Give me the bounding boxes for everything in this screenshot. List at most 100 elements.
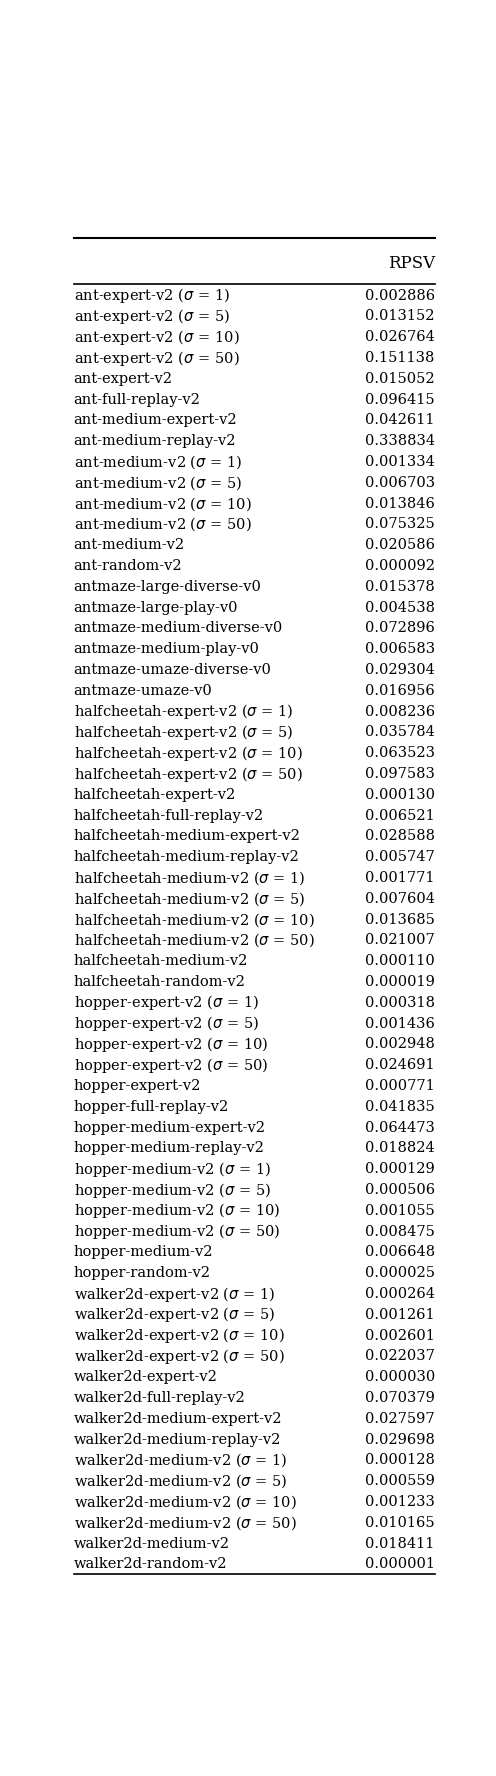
Text: ant-medium-replay-v2: ant-medium-replay-v2 [73,435,236,448]
Text: 0.007604: 0.007604 [365,892,435,906]
Text: 0.008475: 0.008475 [365,1225,435,1238]
Text: walker2d-full-replay-v2: walker2d-full-replay-v2 [73,1391,246,1405]
Text: 0.006703: 0.006703 [365,476,435,490]
Text: ant-medium-v2 ($\sigma$ = 10): ant-medium-v2 ($\sigma$ = 10) [73,496,251,513]
Text: hopper-medium-v2: hopper-medium-v2 [73,1245,213,1259]
Text: 0.000001: 0.000001 [365,1558,435,1572]
Text: ant-expert-v2 ($\sigma$ = 50): ant-expert-v2 ($\sigma$ = 50) [73,348,239,368]
Text: 0.000110: 0.000110 [365,954,435,968]
Text: 0.001055: 0.001055 [365,1204,435,1218]
Text: walker2d-expert-v2 ($\sigma$ = 1): walker2d-expert-v2 ($\sigma$ = 1) [73,1284,275,1304]
Text: halfcheetah-expert-v2: halfcheetah-expert-v2 [73,789,236,801]
Text: 0.002886: 0.002886 [365,289,435,302]
Text: 0.028588: 0.028588 [365,829,435,844]
Text: 0.000506: 0.000506 [365,1183,435,1197]
Text: 0.015378: 0.015378 [365,581,435,593]
Text: halfcheetah-expert-v2 ($\sigma$ = 5): halfcheetah-expert-v2 ($\sigma$ = 5) [73,723,293,742]
Text: 0.026764: 0.026764 [365,330,435,345]
Text: 0.008236: 0.008236 [365,705,435,719]
Text: halfcheetah-random-v2: halfcheetah-random-v2 [73,975,246,989]
Text: antmaze-umaze-v0: antmaze-umaze-v0 [73,684,212,698]
Text: RPSV: RPSV [388,254,435,272]
Text: halfcheetah-medium-v2 ($\sigma$ = 10): halfcheetah-medium-v2 ($\sigma$ = 10) [73,911,314,929]
Text: 0.075325: 0.075325 [365,517,435,531]
Text: ant-medium-v2 ($\sigma$ = 1): ant-medium-v2 ($\sigma$ = 1) [73,453,242,471]
Text: hopper-medium-v2 ($\sigma$ = 50): hopper-medium-v2 ($\sigma$ = 50) [73,1222,280,1241]
Text: hopper-medium-v2 ($\sigma$ = 1): hopper-medium-v2 ($\sigma$ = 1) [73,1160,270,1179]
Text: 0.013685: 0.013685 [365,913,435,927]
Text: 0.072896: 0.072896 [365,622,435,636]
Text: halfcheetah-full-replay-v2: halfcheetah-full-replay-v2 [73,808,264,822]
Text: 0.024691: 0.024691 [365,1058,435,1073]
Text: halfcheetah-medium-v2: halfcheetah-medium-v2 [73,954,248,968]
Text: walker2d-random-v2: walker2d-random-v2 [73,1558,227,1572]
Text: antmaze-medium-diverse-v0: antmaze-medium-diverse-v0 [73,622,283,636]
Text: 0.013152: 0.013152 [366,309,435,323]
Text: hopper-expert-v2: hopper-expert-v2 [73,1080,201,1092]
Text: ant-expert-v2 ($\sigma$ = 5): ant-expert-v2 ($\sigma$ = 5) [73,307,230,327]
Text: 0.041835: 0.041835 [365,1099,435,1114]
Text: ant-expert-v2: ant-expert-v2 [73,371,173,385]
Text: walker2d-medium-v2 ($\sigma$ = 5): walker2d-medium-v2 ($\sigma$ = 5) [73,1472,287,1490]
Text: 0.000030: 0.000030 [365,1371,435,1384]
Text: 0.000130: 0.000130 [365,789,435,801]
Text: halfcheetah-medium-v2 ($\sigma$ = 1): halfcheetah-medium-v2 ($\sigma$ = 1) [73,868,305,886]
Text: 0.063523: 0.063523 [365,746,435,760]
Text: 0.000771: 0.000771 [365,1080,435,1092]
Text: antmaze-large-diverse-v0: antmaze-large-diverse-v0 [73,581,261,593]
Text: halfcheetah-medium-replay-v2: halfcheetah-medium-replay-v2 [73,851,299,865]
Text: 0.004538: 0.004538 [365,600,435,614]
Text: antmaze-large-play-v0: antmaze-large-play-v0 [73,600,238,614]
Text: 0.016956: 0.016956 [365,684,435,698]
Text: 0.001233: 0.001233 [365,1495,435,1510]
Text: 0.000318: 0.000318 [365,996,435,1011]
Text: walker2d-medium-v2 ($\sigma$ = 10): walker2d-medium-v2 ($\sigma$ = 10) [73,1494,296,1511]
Text: halfcheetah-expert-v2 ($\sigma$ = 10): halfcheetah-expert-v2 ($\sigma$ = 10) [73,744,303,762]
Text: ant-full-replay-v2: ant-full-replay-v2 [73,392,200,407]
Text: 0.027597: 0.027597 [365,1412,435,1426]
Text: 0.002948: 0.002948 [365,1037,435,1051]
Text: 0.000019: 0.000019 [365,975,435,989]
Text: 0.006648: 0.006648 [365,1245,435,1259]
Text: 0.000092: 0.000092 [365,559,435,574]
Text: hopper-medium-expert-v2: hopper-medium-expert-v2 [73,1121,265,1135]
Text: 0.018824: 0.018824 [365,1142,435,1156]
Text: halfcheetah-medium-v2 ($\sigma$ = 50): halfcheetah-medium-v2 ($\sigma$ = 50) [73,932,314,950]
Text: 0.000025: 0.000025 [365,1266,435,1280]
Text: halfcheetah-medium-expert-v2: halfcheetah-medium-expert-v2 [73,829,301,844]
Text: 0.010165: 0.010165 [365,1517,435,1529]
Text: 0.064473: 0.064473 [365,1121,435,1135]
Text: 0.006583: 0.006583 [365,643,435,657]
Text: hopper-expert-v2 ($\sigma$ = 1): hopper-expert-v2 ($\sigma$ = 1) [73,993,258,1012]
Text: 0.006521: 0.006521 [365,808,435,822]
Text: 0.001261: 0.001261 [365,1307,435,1321]
Text: 0.020586: 0.020586 [365,538,435,552]
Text: ant-expert-v2 ($\sigma$ = 10): ant-expert-v2 ($\sigma$ = 10) [73,329,239,346]
Text: hopper-medium-replay-v2: hopper-medium-replay-v2 [73,1142,264,1156]
Text: 0.097583: 0.097583 [365,767,435,781]
Text: 0.005747: 0.005747 [365,851,435,865]
Text: 0.096415: 0.096415 [365,392,435,407]
Text: halfcheetah-medium-v2 ($\sigma$ = 5): halfcheetah-medium-v2 ($\sigma$ = 5) [73,890,305,908]
Text: 0.002601: 0.002601 [365,1328,435,1343]
Text: 0.151138: 0.151138 [366,352,435,366]
Text: hopper-expert-v2 ($\sigma$ = 50): hopper-expert-v2 ($\sigma$ = 50) [73,1055,268,1074]
Text: ant-medium-v2 ($\sigma$ = 50): ant-medium-v2 ($\sigma$ = 50) [73,515,251,533]
Text: walker2d-medium-replay-v2: walker2d-medium-replay-v2 [73,1433,281,1447]
Text: ant-medium-expert-v2: ant-medium-expert-v2 [73,414,237,428]
Text: halfcheetah-expert-v2 ($\sigma$ = 50): halfcheetah-expert-v2 ($\sigma$ = 50) [73,764,303,783]
Text: 0.015052: 0.015052 [365,371,435,385]
Text: 0.029304: 0.029304 [365,662,435,677]
Text: walker2d-medium-v2 ($\sigma$ = 1): walker2d-medium-v2 ($\sigma$ = 1) [73,1451,287,1469]
Text: hopper-medium-v2 ($\sigma$ = 5): hopper-medium-v2 ($\sigma$ = 5) [73,1181,270,1199]
Text: hopper-full-replay-v2: hopper-full-replay-v2 [73,1099,229,1114]
Text: walker2d-expert-v2 ($\sigma$ = 10): walker2d-expert-v2 ($\sigma$ = 10) [73,1327,284,1344]
Text: 0.070379: 0.070379 [365,1391,435,1405]
Text: walker2d-medium-v2: walker2d-medium-v2 [73,1536,230,1550]
Text: 0.035784: 0.035784 [365,725,435,739]
Text: 0.001334: 0.001334 [365,455,435,469]
Text: ant-medium-v2 ($\sigma$ = 5): ant-medium-v2 ($\sigma$ = 5) [73,474,242,492]
Text: hopper-medium-v2 ($\sigma$ = 10): hopper-medium-v2 ($\sigma$ = 10) [73,1201,280,1220]
Text: 0.000264: 0.000264 [365,1288,435,1302]
Text: 0.021007: 0.021007 [365,934,435,947]
